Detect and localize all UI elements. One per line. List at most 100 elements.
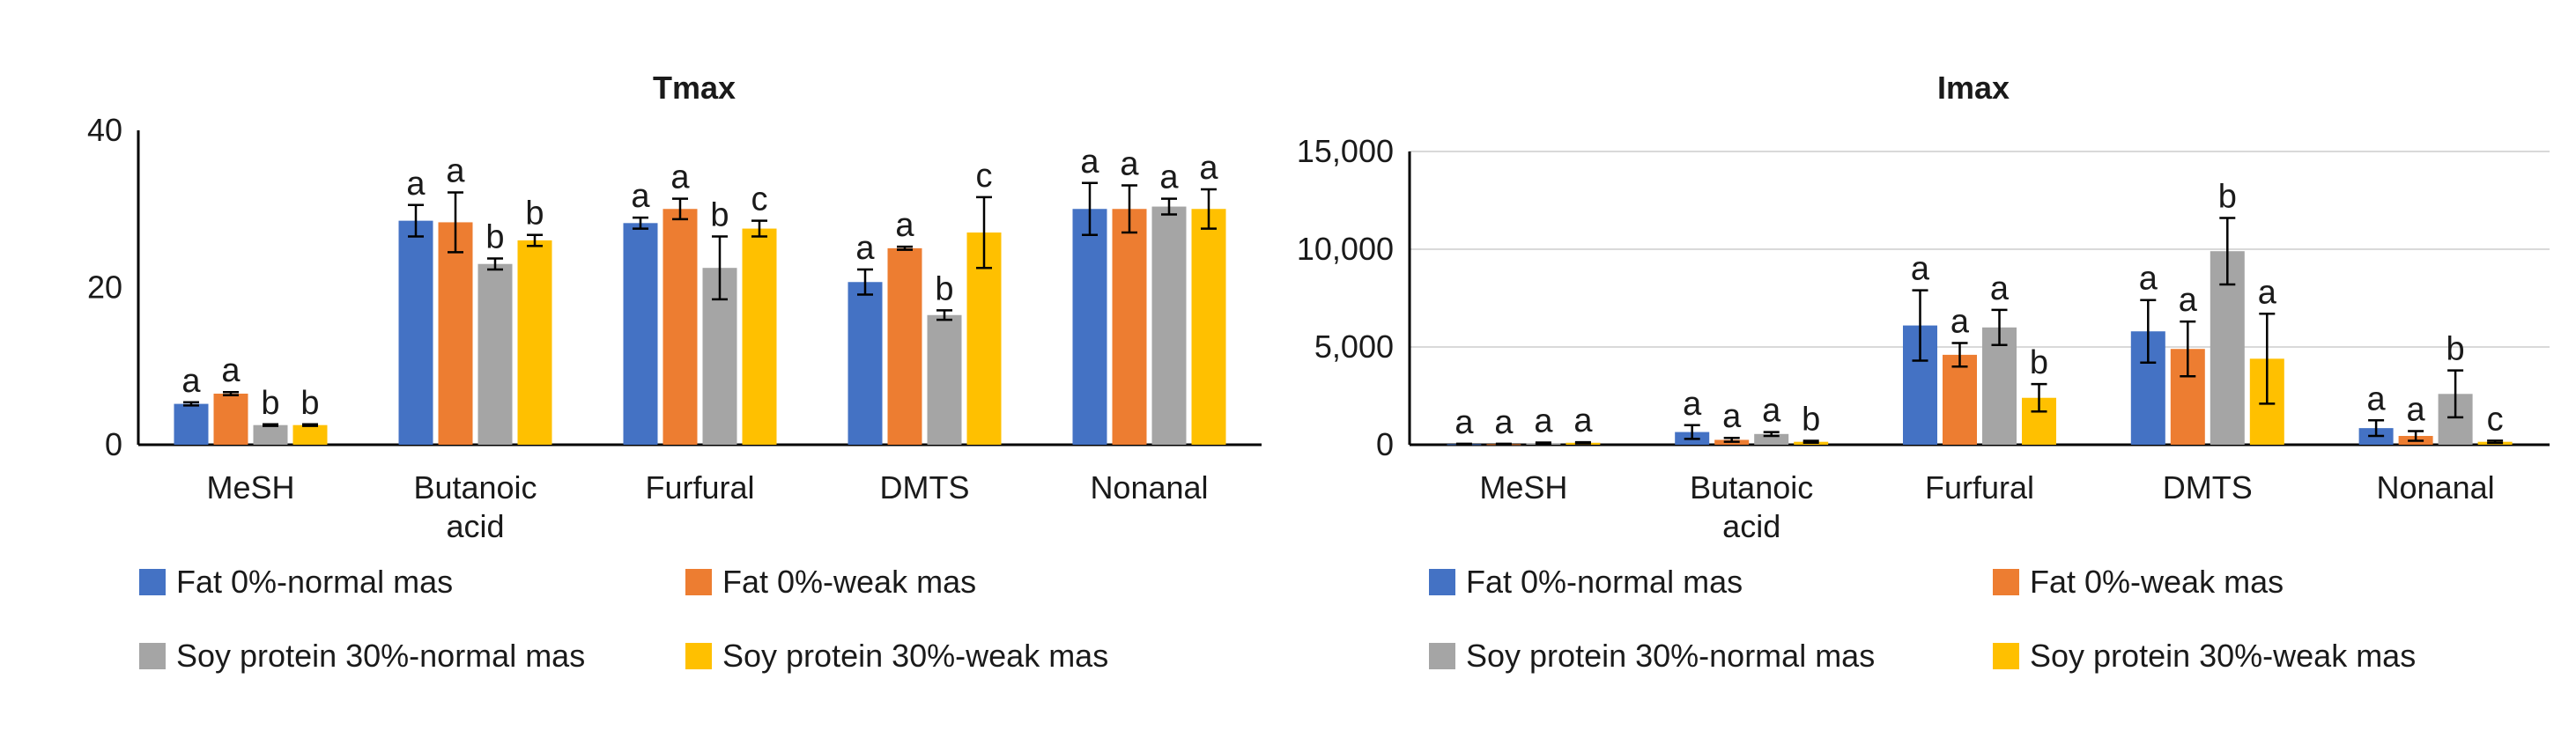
legend-label-soy-normal: Soy protein 30%-normal mas (176, 638, 586, 674)
legend-swatch-soy-normal (139, 643, 166, 669)
tmax-bar (438, 222, 473, 445)
legend-label-fat-weak: Fat 0%-weak mas (2030, 564, 2284, 600)
legend-label-soy-normal: Soy protein 30%-normal mas (1466, 638, 1876, 674)
imax-ytick-label: 10,000 (1297, 231, 1394, 267)
tmax-category-label: Nonanal (1090, 469, 1208, 506)
tmax-bar (742, 228, 777, 445)
tmax-significance-letter: b (935, 270, 953, 307)
imax-significance-letter: a (1455, 404, 1474, 441)
imax-category-label: Furfural (1925, 469, 2034, 506)
tmax-significance-letter: a (181, 363, 201, 400)
tmax-significance-letter: b (485, 218, 504, 255)
imax-bar (1754, 433, 1789, 445)
legend-item-fat-normal: Fat 0%-normal mas (1429, 564, 1743, 601)
tmax-category-label: Furfural (645, 469, 754, 506)
tmax-significance-letter: b (710, 196, 729, 233)
legend-label-fat-normal: Fat 0%-normal mas (176, 564, 454, 600)
legend-item-soy-weak: Soy protein 30%-weak mas (1993, 638, 2416, 675)
tmax-category-label: acid (446, 508, 504, 544)
tmax-bar (1112, 209, 1147, 445)
imax-significance-letter: b (1802, 402, 1820, 439)
imax-significance-letter: b (2218, 178, 2237, 215)
tmax-ytick-label: 0 (105, 426, 122, 462)
legend-swatch-soy-weak (685, 643, 712, 669)
legend-label-soy-weak: Soy protein 30%-weak mas (2030, 638, 2417, 674)
imax-chart: Imax 0 5,000 10,000 15,000 MeSH a a a a Butanoic ac… (1288, 0, 2576, 674)
imax-significance-letter: a (1911, 251, 1930, 288)
imax-significance-letter: a (1951, 304, 1970, 341)
legend-label-fat-weak: Fat 0%-weak mas (722, 564, 977, 600)
tmax-significance-letter: a (631, 178, 650, 215)
legend-swatch-fat-normal (139, 569, 166, 595)
tmax-significance-letter: a (406, 166, 426, 203)
legend-label-soy-weak: Soy protein 30%-weak mas (722, 638, 1109, 674)
imax-significance-letter: c (2487, 401, 2504, 438)
imax-chart-title: Imax (1937, 70, 2010, 106)
imax-ytick-label: 15,000 (1297, 133, 1394, 169)
tmax-bar (517, 240, 552, 445)
tmax-significance-letter: a (1199, 150, 1218, 187)
legend-swatch-fat-normal (1429, 569, 1455, 595)
imax-significance-letter: a (1683, 386, 1702, 423)
legend-swatch-soy-weak (1993, 643, 2019, 669)
imax-significance-letter: a (1573, 402, 1593, 439)
imax-significance-letter: b (2446, 331, 2465, 368)
imax-significance-letter: b (2030, 344, 2048, 381)
tmax-bar (213, 393, 248, 445)
imax-significance-letter: a (1762, 393, 1781, 430)
imax-ytick-label: 5,000 (1314, 328, 1394, 365)
imax-significance-letter: a (2258, 274, 2277, 311)
legend-label-fat-normal: Fat 0%-normal mas (1466, 564, 1743, 600)
tmax-bar (174, 403, 209, 445)
legend-swatch-fat-weak (685, 569, 712, 595)
legend-swatch-fat-weak (1993, 569, 2019, 595)
tmax-chart: Tmax 0 20 40 MeSH a a b b Butanoic acid a a b b Furfura… (0, 0, 1288, 674)
tmax-bar (1191, 209, 1226, 445)
tmax-bar (1151, 206, 1187, 445)
tmax-ytick-label: 20 (87, 269, 122, 306)
imax-bar (1943, 354, 1977, 445)
tmax-category-label: DMTS (880, 469, 970, 506)
tmax-bar (398, 220, 433, 445)
tmax-ytick-label: 40 (87, 112, 122, 148)
imax-significance-letter: a (2139, 261, 2158, 298)
tmax-bar (477, 263, 513, 445)
tmax-bar (623, 223, 658, 445)
imax-category-label: Butanoic (1690, 469, 1813, 506)
tmax-significance-letter: b (525, 196, 544, 232)
tmax-category-label: Butanoic (413, 469, 537, 506)
tmax-bar (887, 247, 922, 445)
imax-category-label: Nonanal (2377, 469, 2495, 506)
imax-category-label: acid (1722, 508, 1780, 544)
imax-ytick-label: 0 (1376, 426, 1394, 462)
imax-category-label: DMTS (2163, 469, 2253, 506)
tmax-significance-letter: b (300, 385, 319, 422)
tmax-significance-letter: a (1080, 144, 1099, 181)
legend-item-soy-normal: Soy protein 30%-normal mas (139, 638, 585, 675)
imax-significance-letter: a (1722, 398, 1742, 435)
legend-swatch-soy-normal (1429, 643, 1455, 669)
imax-category-label: MeSH (1479, 469, 1567, 506)
tmax-bar (927, 314, 962, 445)
tmax-bar (292, 424, 328, 445)
tmax-significance-letter: a (1159, 159, 1179, 196)
imax-significance-letter: a (2367, 380, 2387, 417)
imax-significance-letter: a (1990, 270, 2010, 307)
legend-item-soy-normal: Soy protein 30%-normal mas (1429, 638, 1875, 675)
tmax-bar (1072, 209, 1107, 445)
tmax-bar (663, 209, 698, 445)
tmax-bar (848, 282, 883, 445)
imax-bar (1982, 327, 2017, 445)
tmax-bar (253, 424, 288, 445)
imax-significance-letter: a (2407, 391, 2426, 428)
tmax-significance-letter: a (1120, 145, 1139, 182)
legend-item-fat-normal: Fat 0%-normal mas (139, 564, 453, 601)
legend-item-fat-weak: Fat 0%-weak mas (685, 564, 976, 601)
tmax-significance-letter: a (670, 159, 690, 196)
tmax-significance-letter: a (221, 352, 241, 389)
tmax-significance-letter: c (976, 158, 993, 195)
imax-significance-letter: a (2179, 282, 2198, 319)
imax-significance-letter: a (1534, 403, 1553, 440)
